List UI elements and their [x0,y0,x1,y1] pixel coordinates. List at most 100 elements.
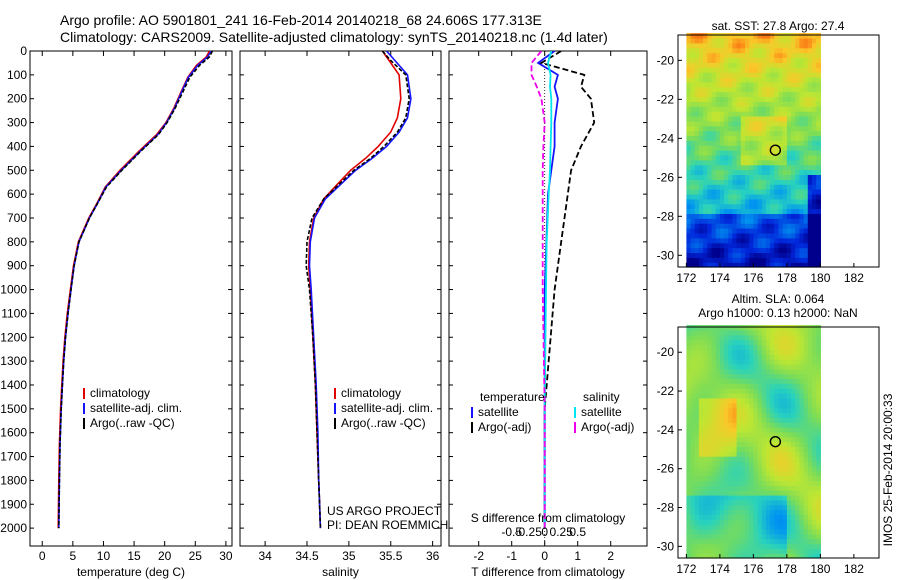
depth-tick-label: 600 [7,187,27,201]
sla_map-field [686,325,821,559]
depth-tick-label: 500 [7,163,27,177]
depth-tick-label: 400 [7,139,27,153]
sst_map-x-tick-label: 174 [710,271,730,285]
sst_map-x-tick-label: 178 [777,271,797,285]
salinity-x-tick-label: 34 [258,549,272,563]
depth-tick-label: 1600 [0,426,27,440]
salinity-legend-label: climatology [341,386,401,400]
difference-series-temperature-satellite [536,51,559,529]
s-tick-label: -0.5 [501,525,522,539]
s-axis-label: S difference from climatology [471,511,626,525]
difference-series-salinity-satellite [543,51,553,529]
difference-series-temperature-Argoadj [539,51,596,529]
sla_map-y-tick-label: -24 [657,423,675,437]
salinity-x-tick-label: 36 [426,549,440,563]
sst_map-x-tick-label: 172 [676,271,696,285]
difference-x-tick-label: 0 [541,549,548,563]
sst_map-y-tick-label: -24 [657,131,675,145]
salinity-plot-area [239,50,442,547]
salinity-x-tick-label: 34.5 [295,549,319,563]
difference-x-tick-label: -2 [473,549,484,563]
depth-tick-label: 1900 [0,497,27,511]
sst_map-y-tick-label: -30 [657,248,675,262]
temperature-x-tick-label: 0 [39,549,46,563]
salinity-x-axis-label: salinity [322,565,359,579]
sla_map-y-tick-label: -30 [657,539,675,553]
legend-header-salinity: salinity [583,390,620,404]
temperature-x-tick-label: 30 [219,549,233,563]
s-tick-label: -0.25 [515,525,543,539]
depth-tick-label: 1300 [0,354,27,368]
depth-tick-label: 800 [7,235,27,249]
chart-title-line2: Climatology: CARS2009. Satellite-adjuste… [60,29,608,45]
temperature-x-axis-label: temperature (deg C) [77,565,185,579]
temperature-legend-label: satellite-adj. clim. [90,401,182,415]
sla_map-y-tick-label: -22 [657,384,675,398]
depth-tick-label: 2000 [0,521,27,535]
sla_map-x-tick-label: 174 [710,562,730,576]
depth-tick-label: 0 [20,44,27,58]
difference-x-axis-label: T difference from climatology [471,565,625,579]
project-annotation: PI: DEAN ROEMMICH [327,518,448,532]
difference-legend-label: satellite [581,405,622,419]
temperature-plot-area [29,50,233,547]
depth-tick-label: 1100 [1,306,27,320]
sla_map-y-tick-label: -26 [657,462,675,476]
sst_map-x-tick-label: 180 [810,271,830,285]
salinity-x-tick-label: 35.5 [379,549,403,563]
legend-header-temperature: temperature [480,390,545,404]
temperature-series-argo [58,51,214,529]
sla_map-y-tick-label: -28 [657,501,675,515]
salinity-legend-label: satellite-adj. clim. [341,401,433,415]
sla-map-subtitle: Argo h1000: 0.13 h2000: NaN [698,306,857,320]
sla_map-x-tick-label: 182 [844,562,864,576]
depth-tick-label: 1400 [0,378,27,392]
sst_map-border [677,34,880,268]
temperature-x-tick-label: 10 [97,549,111,563]
difference-x-tick-label: 1 [574,549,581,563]
difference-legend-label: Argo(-adj) [581,420,634,434]
sst_map-y-tick-label: -22 [657,92,675,106]
temperature-x-tick-label: 20 [158,549,172,563]
imos-timestamp-label: IMOS 25-Feb-2014 20:00:33 [881,393,895,546]
chart-title-line1: Argo profile: AO 5901801_241 16-Feb-2014… [60,12,542,28]
sla_map-x-tick-label: 176 [743,562,763,576]
depth-tick-label: 1500 [0,402,27,416]
s-tick-label: 0.5 [569,525,586,539]
sst_map-field [686,33,821,268]
s-tick-label: 0 [541,525,548,539]
sst_map-y-tick-label: -26 [657,170,675,184]
depth-tick-label: 300 [7,116,27,130]
depth-tick-label: 900 [7,259,27,273]
difference-legend-label: satellite [478,405,519,419]
depth-tick-label: 1800 [0,473,27,487]
temperature-x-tick-label: 5 [70,549,77,563]
depth-tick-label: 1200 [0,330,27,344]
salinity-series-satellite [308,51,412,529]
depth-tick-label: 700 [7,211,27,225]
sst_map-x-tick-label: 176 [743,271,763,285]
sla_map-x-tick-label: 178 [777,562,797,576]
sla_map-x-tick-label: 172 [676,562,696,576]
difference-x-tick-label: 2 [607,549,614,563]
salinity-series-argo [305,51,411,529]
sst_map-x-tick-label: 182 [844,271,864,285]
sst-map-title: sat. SST: 27.8 Argo: 27.4 [712,19,845,33]
sst_map-y-tick-label: -28 [657,209,675,223]
temperature-legend-label: climatology [90,386,150,400]
sla_map-y-tick-label: -20 [657,345,675,359]
temperature-x-tick-label: 25 [189,549,203,563]
depth-tick-label: 1700 [0,450,27,464]
difference-legend-label: Argo(-adj) [478,420,531,434]
depth-tick-label: 200 [7,92,27,106]
temperature-legend-label: Argo(..raw -QC) [90,416,175,430]
sla_map-x-tick-label: 180 [810,562,830,576]
salinity-x-tick-label: 35 [342,549,356,563]
depth-tick-label: 100 [7,68,27,82]
sst_map-argo-marker [769,144,782,156]
depth-tick-label: 1000 [0,283,27,297]
salinity-legend-label: Argo(..raw -QC) [341,416,426,430]
difference-series-salinity-Argoadj [530,51,546,529]
sla-map-title: Altim. SLA: 0.064 [732,292,825,306]
